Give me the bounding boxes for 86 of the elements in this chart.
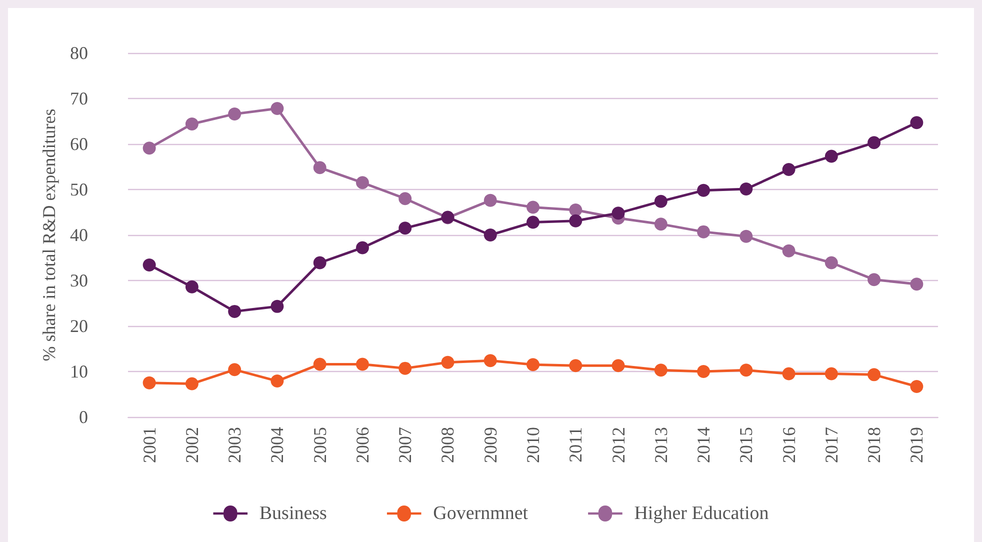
legend-label: Business bbox=[259, 503, 327, 524]
legend-label: Governmnet bbox=[433, 503, 529, 524]
y-tick-label: 10 bbox=[70, 362, 88, 382]
point bbox=[697, 225, 710, 238]
x-tick-label: 2003 bbox=[224, 427, 245, 463]
point bbox=[270, 374, 284, 388]
point bbox=[782, 367, 796, 380]
point bbox=[910, 116, 924, 130]
x-tick-label: 2005 bbox=[310, 427, 330, 463]
x-tick-label: 2015 bbox=[736, 427, 756, 463]
y-tick-label: 0 bbox=[79, 407, 88, 427]
x-tick-label: 2009 bbox=[480, 427, 500, 463]
point bbox=[654, 194, 668, 208]
point bbox=[185, 377, 198, 390]
point bbox=[868, 273, 881, 286]
x-tick-label: 2002 bbox=[182, 427, 202, 463]
point bbox=[697, 184, 710, 197]
point bbox=[398, 192, 412, 206]
y-axis-title: % share in total R&D expenditures bbox=[39, 108, 59, 362]
point bbox=[185, 280, 198, 294]
point bbox=[569, 214, 582, 228]
point bbox=[142, 376, 156, 390]
point bbox=[868, 368, 881, 382]
y-tick-label: 50 bbox=[70, 180, 88, 200]
point bbox=[526, 200, 540, 214]
point bbox=[654, 364, 668, 377]
y-tick-label: 80 bbox=[70, 43, 88, 63]
point bbox=[740, 230, 753, 243]
x-tick-label: 2008 bbox=[438, 427, 458, 463]
point bbox=[228, 107, 242, 120]
x-tick-label: 2014 bbox=[694, 427, 714, 463]
point bbox=[228, 304, 242, 318]
point bbox=[824, 367, 838, 380]
point bbox=[612, 206, 625, 220]
x-tick-label: 2018 bbox=[864, 427, 884, 463]
point bbox=[654, 218, 668, 231]
point bbox=[569, 359, 582, 372]
point bbox=[824, 256, 838, 270]
x-tick-label: 2004 bbox=[267, 427, 288, 463]
y-tick-label: 20 bbox=[70, 316, 88, 336]
point bbox=[484, 354, 497, 368]
point bbox=[185, 117, 198, 130]
point bbox=[142, 142, 156, 155]
y-tick-label: 60 bbox=[70, 134, 88, 154]
point bbox=[313, 161, 326, 174]
x-tick-label: 2007 bbox=[395, 427, 416, 463]
y-tick-label: 40 bbox=[70, 225, 88, 245]
point bbox=[697, 365, 710, 378]
x-tick-label: 2016 bbox=[778, 427, 799, 463]
point bbox=[270, 102, 284, 116]
point bbox=[824, 150, 838, 163]
y-tick-label: 30 bbox=[70, 270, 88, 290]
x-tick-label: 2013 bbox=[650, 427, 671, 463]
point bbox=[356, 241, 369, 254]
x-tick-label: 2006 bbox=[352, 427, 372, 463]
point bbox=[612, 359, 625, 372]
point bbox=[782, 162, 796, 176]
point bbox=[142, 258, 156, 272]
point bbox=[910, 278, 924, 291]
point bbox=[740, 182, 753, 196]
point bbox=[356, 176, 369, 190]
point bbox=[313, 358, 326, 371]
point bbox=[356, 358, 369, 371]
point bbox=[441, 356, 454, 369]
x-tick-label: 2011 bbox=[566, 427, 586, 462]
point bbox=[228, 363, 242, 376]
point bbox=[569, 203, 582, 216]
x-tick-label: 2012 bbox=[608, 427, 628, 463]
x-tick-label: 2017 bbox=[821, 427, 842, 463]
point bbox=[526, 358, 540, 372]
x-tick-label: 2010 bbox=[523, 427, 543, 463]
point bbox=[398, 362, 412, 375]
point bbox=[313, 256, 326, 270]
point bbox=[740, 364, 753, 377]
y-tick-label: 70 bbox=[70, 88, 88, 108]
point bbox=[270, 300, 284, 313]
point bbox=[398, 222, 412, 235]
point bbox=[526, 216, 540, 229]
point bbox=[484, 194, 497, 207]
legend-label: Higher Education bbox=[634, 503, 770, 524]
point bbox=[868, 136, 881, 150]
point bbox=[782, 244, 796, 258]
point bbox=[484, 228, 497, 242]
x-tick-label: 2001 bbox=[139, 427, 160, 463]
point bbox=[910, 380, 924, 394]
x-tick-label: 2019 bbox=[906, 427, 927, 463]
